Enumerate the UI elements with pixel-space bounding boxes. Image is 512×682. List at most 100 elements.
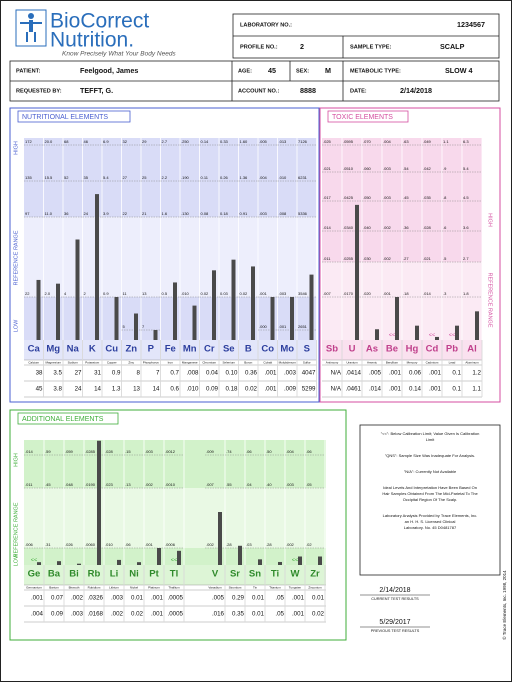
logo-icon <box>15 9 47 47</box>
symbol-row <box>24 340 317 360</box>
current-value: 1.2 <box>472 370 481 377</box>
previous-value: 0.09 <box>51 611 64 618</box>
scale-label: .0012 <box>165 449 176 454</box>
element-symbol: Mn <box>183 344 197 355</box>
element-name: Aluminum <box>465 360 479 364</box>
level-bar <box>153 330 158 340</box>
scale-label: .45 <box>403 195 409 200</box>
field-value: TEFFT, G. <box>80 86 113 95</box>
current-value: 0.06 <box>409 370 422 377</box>
scale-label: .0010 <box>165 482 176 487</box>
note-line: Ideal Levels And Interpretation Have Bee… <box>383 485 477 490</box>
scale-label: .010 <box>181 291 190 296</box>
element-name: Sodium <box>68 360 79 364</box>
previous-value: 14 <box>153 386 160 393</box>
current-value: .002 <box>71 595 84 602</box>
panel-title: ADDITIONAL ELEMENTS <box>22 416 104 423</box>
previous-value: 0.35 <box>232 611 245 618</box>
previous-value: .009 <box>284 386 297 393</box>
level-bar <box>375 329 379 340</box>
scale-label: .002 <box>383 256 392 261</box>
scale-label: .013 <box>279 139 288 144</box>
current-value: .05 <box>275 595 284 602</box>
below-limit-flag: << <box>292 557 298 563</box>
scale-label: 4.5 <box>463 195 469 200</box>
scale-label: 2.2 <box>162 175 168 180</box>
scale-label: .004 <box>259 175 268 180</box>
previous-value: 0.02 <box>131 611 144 618</box>
element-symbol: Ti <box>271 569 279 580</box>
element-name: Bismuth <box>69 585 80 589</box>
axis-label: REFERENCE RANGE <box>487 272 493 327</box>
element-symbol: Sb <box>326 344 338 355</box>
scale-label: .6 <box>443 225 447 230</box>
previous-value: N/A <box>331 386 342 393</box>
scale-label: 0.03 <box>220 291 229 296</box>
field-label: METABOLIC TYPE: <box>350 68 401 74</box>
below-limit-flag: << <box>171 557 177 563</box>
scale-label: .9 <box>443 166 447 171</box>
scale-label: .27 <box>403 256 409 261</box>
current-value: 3.5 <box>53 370 62 377</box>
level-bar <box>37 562 41 565</box>
level-bar <box>355 204 359 340</box>
scale-label: 11 <box>123 291 128 296</box>
scale-label: .06 <box>306 449 312 454</box>
element-symbol: Na <box>67 344 80 355</box>
scale-label: .035 <box>423 195 432 200</box>
scale-label: 135 <box>25 175 32 180</box>
scale-label: .011 <box>323 256 331 261</box>
element-name: Nickel <box>130 585 139 589</box>
scale-label: 5.4 <box>463 166 469 171</box>
note-line: Laboratory. No. 45 D0481787 <box>404 525 457 530</box>
current-value: 0.7 <box>170 370 179 377</box>
current-value: 0.07 <box>51 595 64 602</box>
element-name: Tungsten <box>289 585 302 589</box>
level-bar <box>173 282 177 340</box>
scale-label: .002 <box>145 482 154 487</box>
scale-label: 172 <box>25 139 32 144</box>
scale-label: .026 <box>65 542 74 547</box>
scale-label: .042 <box>423 166 432 171</box>
brand: BioCorrect <box>50 10 149 33</box>
scale-label: 13 <box>142 291 147 296</box>
element-name: Potassium <box>85 360 100 364</box>
element-name: Cobalt <box>263 360 272 364</box>
axis-label: REFERENCE RANGE <box>13 230 19 285</box>
element-symbol: Ba <box>48 569 61 580</box>
scale-label: 36 <box>64 211 69 216</box>
level-bar <box>278 561 282 565</box>
previous-value: 0.01 <box>252 611 265 618</box>
scale-label: .003 <box>383 195 392 200</box>
note-line: Limit <box>426 437 435 442</box>
note-line: "N/A": Currently Not Available <box>404 469 457 474</box>
current-value: .003 <box>284 370 297 377</box>
field-label: SEX: <box>296 68 309 74</box>
scale-label: .0595 <box>343 139 354 144</box>
level-bar <box>157 548 161 565</box>
scale-label: .28 <box>266 542 272 547</box>
level-bar <box>57 561 61 565</box>
level-bar <box>117 559 121 565</box>
field-value: 45 <box>268 66 276 75</box>
previous-value: .004 <box>31 611 44 618</box>
current-value: 0.1 <box>452 370 461 377</box>
scale-label: 7126 <box>298 139 308 144</box>
scale-label: .55 <box>226 482 232 487</box>
below-limit-flag: << <box>449 332 455 338</box>
scale-label: .007 <box>323 291 332 296</box>
axis-label: HIGH <box>487 213 493 227</box>
element-symbol: Cu <box>105 344 118 355</box>
current-value: 31 <box>94 370 101 377</box>
scale-label: 1.60 <box>240 139 249 144</box>
scale-label: 11.0 <box>45 211 53 216</box>
previous-value: 0.02 <box>245 386 258 393</box>
scale-label: .010 <box>279 175 288 180</box>
scale-label: .05 <box>306 482 312 487</box>
element-symbol: Pt <box>149 569 159 580</box>
current-value: .001 <box>292 595 305 602</box>
scale-label: .28 <box>226 542 232 547</box>
logo-body <box>29 20 33 32</box>
scale-label: .001 <box>279 324 288 329</box>
